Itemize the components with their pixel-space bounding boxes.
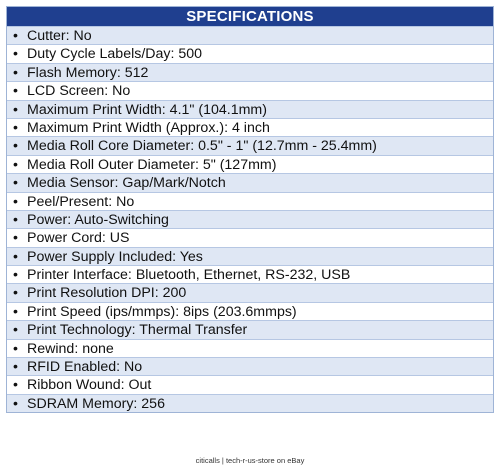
bullet-icon: •	[13, 359, 18, 376]
spec-text: Print Technology: Thermal Transfer	[27, 322, 248, 339]
spec-row: • Ribbon Wound: Out	[7, 375, 493, 394]
spec-text: Ribbon Wound: Out	[27, 377, 152, 394]
bullet-icon: •	[13, 119, 18, 136]
specifications-table: SPECIFICATIONS • Cutter: No • Duty Cycle L…	[6, 6, 494, 414]
spec-row: • Power Cord: US	[7, 228, 493, 247]
spec-text: Rewind: none	[27, 340, 114, 357]
spec-row: • Power Supply Included: Yes	[7, 246, 493, 266]
spec-row: • Printer Interface: Bluetooth, Ethernet,…	[7, 265, 493, 284]
spec-row: • Media Roll Outer Diameter: 5" (127mm)	[7, 154, 493, 174]
spec-text: Printer Interface: Bluetooth, Ethernet, …	[27, 267, 351, 284]
spec-text: Power Cord: US	[27, 230, 130, 247]
bullet-icon: •	[13, 138, 18, 155]
bullet-icon: •	[13, 248, 18, 265]
spec-text: Flash Memory: 512	[27, 64, 149, 81]
spec-row: • Flash Memory: 512	[7, 62, 493, 82]
bullet-icon: •	[13, 156, 18, 173]
spec-row: • Print Technology: Thermal Transfer	[7, 320, 493, 339]
bullet-icon: •	[13, 83, 18, 100]
bullet-icon: •	[13, 395, 18, 412]
spec-text: Maximum Print Width (Approx.): 4 inch	[27, 119, 270, 136]
spec-row: • Print Speed (ips/mmps): 8ips (203.6mmps…	[7, 301, 493, 321]
bullet-icon: •	[13, 64, 18, 81]
spec-text: Maximum Print Width: 4.1" (104.1mm)	[27, 101, 267, 118]
bullet-icon: •	[13, 101, 18, 118]
footer-credit: citicalls | tech-r-us-store on eBay	[195, 456, 305, 465]
spec-row: • Media Roll Core Diameter: 0.5" - 1" (12…	[7, 136, 493, 155]
spec-row: • Peel/Present: No	[7, 191, 493, 210]
spec-row: • Duty Cycle Labels/Day: 500	[7, 44, 493, 63]
spec-row: • Print Resolution DPI: 200	[7, 283, 493, 302]
spec-row: • Maximum Print Width (Approx.): 4 inch	[7, 117, 493, 137]
bullet-icon: •	[13, 303, 18, 320]
spec-row: • RFID Enabled: No	[7, 357, 493, 376]
spec-text: RFID Enabled: No	[27, 359, 143, 376]
spec-row: • SDRAM Memory: 256	[7, 393, 493, 413]
spec-text: Duty Cycle Labels/Day: 500	[27, 46, 203, 63]
spec-text: Power Supply Included: Yes	[27, 248, 203, 265]
bullet-icon: •	[13, 28, 18, 44]
spec-row: • Maximum Print Width: 4.1" (104.1mm)	[7, 99, 493, 118]
bullet-icon: •	[13, 230, 18, 247]
spec-row: • Media Sensor: Gap/Mark/Notch	[7, 173, 493, 192]
bullet-icon: •	[13, 322, 18, 339]
spec-row: • LCD Screen: No	[7, 81, 493, 100]
bullet-icon: •	[13, 267, 18, 284]
spec-text: Media Roll Outer Diameter: 5" (127mm)	[27, 156, 277, 173]
spec-text: Media Roll Core Diameter: 0.5" - 1" (12.…	[27, 138, 377, 155]
spec-text: Cutter: No	[27, 28, 92, 44]
spec-text: LCD Screen: No	[27, 83, 131, 100]
specifications-header: SPECIFICATIONS	[7, 7, 493, 26]
bullet-icon: •	[13, 285, 18, 302]
spec-text: Print Speed (ips/mmps): 8ips (203.6mmps)	[27, 303, 297, 320]
spec-text: Power: Auto-Switching	[27, 211, 169, 228]
spec-row: • Power: Auto-Switching	[7, 209, 493, 229]
spec-text: Media Sensor: Gap/Mark/Notch	[27, 175, 226, 192]
spec-text: Peel/Present: No	[27, 193, 135, 210]
bullet-icon: •	[13, 46, 18, 63]
bullet-icon: •	[13, 193, 18, 210]
bullet-icon: •	[13, 175, 18, 192]
bullet-icon: •	[13, 377, 18, 394]
spec-row: • Rewind: none	[7, 338, 493, 358]
spec-text: SDRAM Memory: 256	[27, 395, 165, 412]
spec-row: • Cutter: No	[7, 26, 493, 45]
bullet-icon: •	[13, 211, 18, 228]
spec-text: Print Resolution DPI: 200	[27, 285, 187, 302]
bullet-icon: •	[13, 340, 18, 357]
